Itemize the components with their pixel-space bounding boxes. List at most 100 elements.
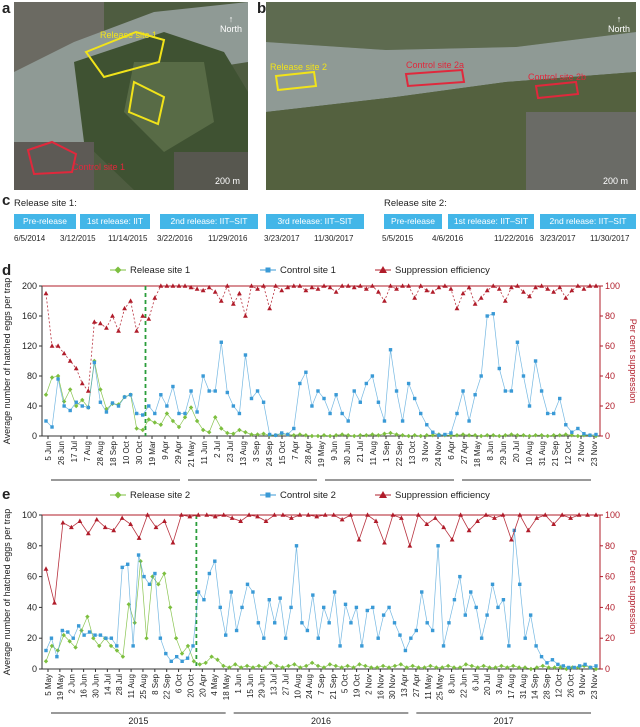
panel-letter-d: d	[2, 262, 12, 279]
point-s2-61	[412, 396, 417, 401]
point-s3-83	[545, 286, 551, 291]
point-s2-88	[576, 426, 580, 431]
point-s1-46	[321, 433, 327, 438]
control-site-1-label: Control site 1	[72, 162, 126, 172]
y-axis-title: Average number of hatched eggs per trap	[2, 509, 12, 675]
x-tick-label-27: 2 Nov	[364, 674, 373, 695]
x-tick-label-12: 11 Jun	[200, 441, 209, 464]
point-s3-34	[249, 283, 254, 288]
point-s3-62	[568, 515, 574, 520]
point-s3-84	[551, 289, 557, 294]
point-s3-49	[458, 512, 464, 517]
point-s2-45	[316, 389, 320, 393]
y-tick-label-5: 200	[22, 281, 37, 291]
year-label-1: 2016	[311, 716, 331, 726]
point-s1-50	[345, 433, 351, 438]
point-s3-49	[339, 283, 345, 288]
point-s2-15	[125, 562, 130, 566]
point-s1-25	[191, 659, 197, 664]
point-s3-7	[102, 524, 108, 530]
point-s2-46	[322, 396, 326, 401]
point-s3-32	[314, 513, 320, 519]
x-tick-label-5: 14 Jul	[103, 674, 112, 696]
point-s1-46	[315, 663, 321, 669]
point-s3-64	[585, 512, 590, 517]
x-tick-label-6: 10 Oct	[122, 440, 131, 464]
y2-tick-label-4: 80	[605, 311, 615, 321]
point-s1-88	[575, 433, 581, 439]
point-s1-15	[134, 426, 139, 431]
point-s2-21	[158, 636, 163, 640]
point-s3-22	[176, 283, 182, 288]
point-s3-81	[533, 284, 538, 290]
point-s2-92	[545, 661, 549, 665]
point-s1-49	[339, 432, 345, 437]
x-tick-label-2: 17 Jul	[70, 441, 79, 463]
point-s2-27	[207, 389, 211, 393]
point-s3-37	[356, 537, 362, 542]
series-line-3	[45, 514, 596, 603]
point-s3-86	[563, 295, 569, 300]
point-s2-14	[120, 565, 124, 570]
site1-date-0: 6/5/2014	[14, 234, 46, 243]
point-s1-1	[49, 375, 55, 380]
point-s3-29	[218, 298, 224, 303]
point-s2-70	[467, 419, 471, 423]
point-s1-41	[286, 663, 291, 669]
point-s1-55	[376, 433, 381, 438]
point-s1-18	[152, 420, 157, 425]
point-s1-70	[466, 433, 472, 438]
series-line-2	[45, 530, 597, 668]
point-s3-11	[136, 535, 142, 540]
point-s2-58	[360, 644, 364, 648]
point-s3-2	[60, 520, 66, 525]
panel-letter-a: a	[2, 0, 11, 17]
point-s2-12	[109, 636, 114, 640]
point-s1-57	[388, 430, 393, 436]
point-s1-25	[194, 418, 200, 424]
x-tick-label-8: 19 Mar	[148, 441, 157, 466]
point-s1-5	[73, 645, 78, 650]
point-s3-42	[398, 515, 404, 520]
point-s1-77	[509, 432, 514, 437]
point-s2-53	[364, 381, 369, 386]
point-s2-24	[174, 654, 179, 659]
x-tick-label-26: 1 Sep	[382, 440, 391, 461]
x-tick-label-0: 5 May	[44, 674, 53, 696]
point-s2-46	[294, 544, 299, 548]
point-s2-13	[115, 644, 119, 648]
y-axis-title: Average number of hatched eggs per trap	[2, 278, 12, 444]
x-tick-label-3: 7 Aug	[83, 441, 92, 461]
point-s2-1	[50, 425, 54, 429]
x-tick-label-29: 30 Nov	[388, 674, 397, 699]
x-tick-label-26: 19 Oct	[353, 673, 362, 697]
x-tick-label-37: 20 Jul	[483, 674, 492, 696]
point-s3-53	[492, 515, 497, 520]
point-s2-91	[594, 432, 598, 437]
point-s3-46	[321, 283, 327, 288]
point-s1-3	[61, 632, 66, 638]
point-s3-56	[382, 298, 387, 303]
point-s1-36	[256, 663, 262, 669]
y2-tick-label-2: 40	[605, 602, 615, 612]
point-s3-71	[472, 301, 478, 306]
point-s2-3	[62, 404, 66, 408]
point-s2-36	[240, 605, 244, 610]
point-s2-90	[588, 433, 592, 437]
point-s3-13	[153, 524, 159, 530]
point-s2-60	[371, 605, 375, 610]
point-s2-42	[273, 621, 277, 625]
site2-date-3: 3/23/2017	[540, 234, 576, 243]
point-s3-82	[539, 283, 545, 288]
x-tick-label-19: 7 Apr	[291, 441, 300, 460]
point-s3-2	[55, 343, 61, 348]
point-s1-34	[244, 663, 250, 669]
point-s3-32	[237, 290, 242, 296]
point-s2-17	[136, 553, 141, 557]
y-tick-label-4: 80	[27, 541, 37, 551]
point-s1-53	[357, 662, 362, 667]
point-s2-39	[280, 431, 284, 435]
point-s1-41	[291, 433, 297, 438]
x-tick-label-39: 17 Aug	[507, 674, 516, 699]
x-tick-label-27: 22 Sep	[395, 440, 404, 466]
